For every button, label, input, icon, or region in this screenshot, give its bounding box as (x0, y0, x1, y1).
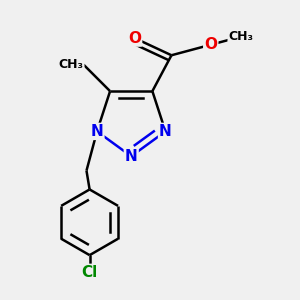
Text: N: N (91, 124, 103, 139)
Text: Cl: Cl (82, 265, 98, 280)
Text: N: N (125, 149, 138, 164)
Text: CH₃: CH₃ (229, 30, 253, 43)
Text: CH₃: CH₃ (58, 58, 83, 71)
Text: O: O (128, 31, 141, 46)
Text: N: N (159, 124, 172, 139)
Text: O: O (204, 37, 217, 52)
